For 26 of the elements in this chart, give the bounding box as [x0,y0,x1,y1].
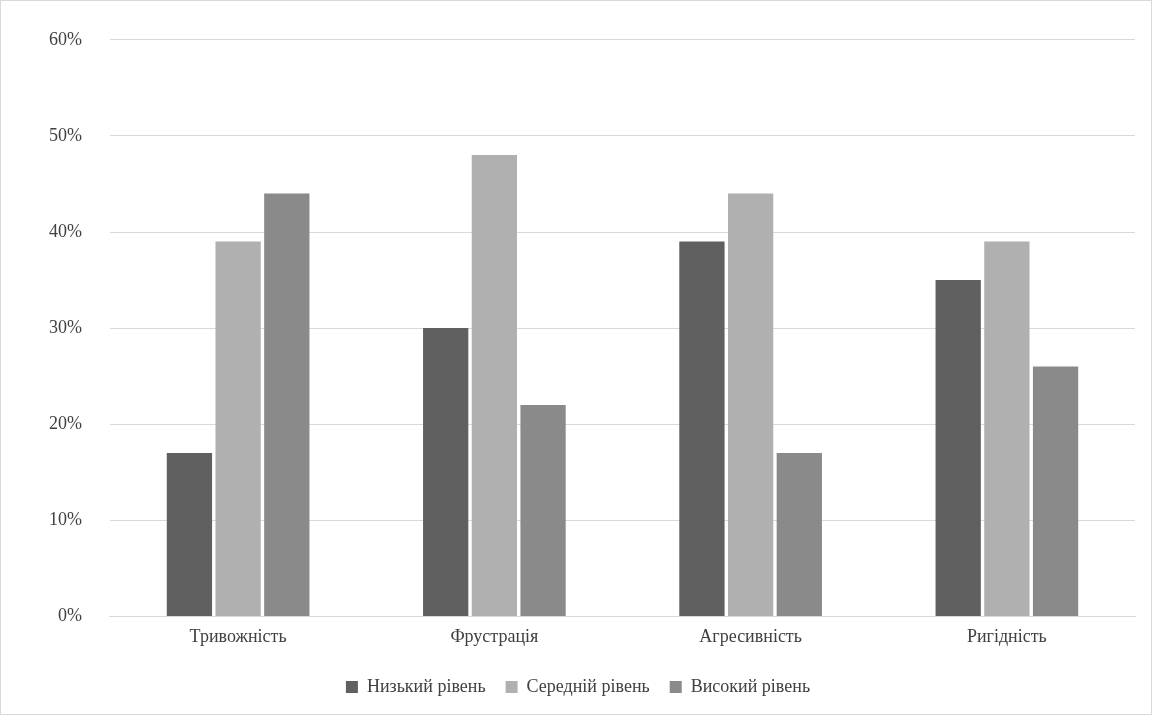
bar [423,328,469,616]
bar [215,241,261,616]
legend-label: Низький рівень [366,675,486,696]
legend-label: Високий рівень [690,675,811,696]
x-tick-label: Тривожність [189,625,287,646]
x-tick-label: Агресивність [699,625,802,646]
bar [264,193,310,616]
bar [776,453,822,616]
y-tick-label: 30% [48,316,82,337]
bar [679,241,725,616]
bar [520,404,566,616]
bar [984,241,1030,616]
y-tick-label: 60% [48,28,82,49]
y-tick-label: 50% [48,124,82,145]
x-tick-label: Фрустрація [450,625,539,646]
x-tick-label: Ригідність [966,625,1047,646]
y-tick-label: 10% [48,509,82,530]
y-tick-label: 20% [48,412,82,433]
bar [727,193,774,616]
y-tick-label: 0% [57,605,82,626]
bar [935,280,981,616]
y-tick-label: 40% [48,220,82,241]
legend-label: Середній рівень [526,675,650,696]
bar [166,453,213,616]
bar [1032,366,1079,616]
bar [471,155,518,616]
